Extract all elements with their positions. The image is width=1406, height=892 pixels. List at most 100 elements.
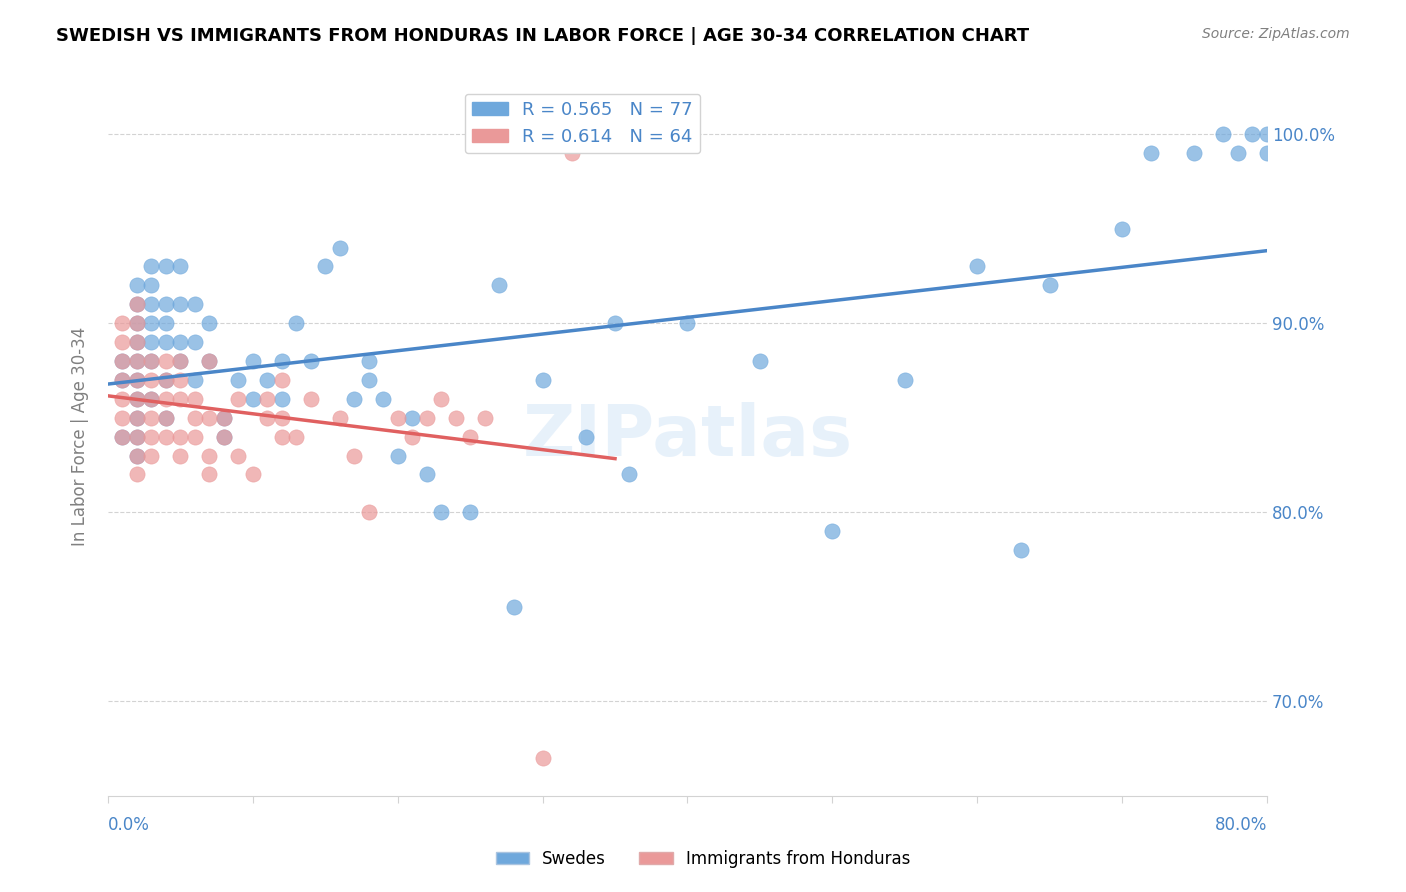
Point bbox=[474, 410, 496, 425]
Point bbox=[111, 354, 134, 368]
Point bbox=[184, 430, 207, 444]
Point bbox=[111, 354, 134, 368]
Point bbox=[357, 505, 380, 519]
Point bbox=[169, 297, 191, 311]
Point bbox=[125, 316, 148, 330]
Point bbox=[329, 410, 352, 425]
Point bbox=[1256, 146, 1278, 161]
Point bbox=[141, 260, 163, 274]
Point bbox=[169, 354, 191, 368]
Point bbox=[387, 449, 409, 463]
Point bbox=[141, 354, 163, 368]
Point bbox=[169, 373, 191, 387]
Point bbox=[228, 373, 250, 387]
Text: 0.0%: 0.0% bbox=[108, 816, 150, 834]
Text: 80.0%: 80.0% bbox=[1215, 816, 1267, 834]
Point bbox=[184, 297, 207, 311]
Point bbox=[212, 410, 235, 425]
Point bbox=[1039, 278, 1062, 293]
Point bbox=[198, 449, 221, 463]
Point bbox=[111, 410, 134, 425]
Point bbox=[111, 373, 134, 387]
Point bbox=[198, 354, 221, 368]
Point bbox=[270, 354, 292, 368]
Point bbox=[184, 392, 207, 406]
Point bbox=[603, 316, 626, 330]
Point bbox=[373, 392, 395, 406]
Legend: Swedes, Immigrants from Honduras: Swedes, Immigrants from Honduras bbox=[489, 844, 917, 875]
Point bbox=[430, 392, 453, 406]
Point bbox=[458, 430, 481, 444]
Point bbox=[111, 373, 134, 387]
Point bbox=[169, 449, 191, 463]
Point bbox=[155, 260, 177, 274]
Point bbox=[141, 373, 163, 387]
Point bbox=[676, 316, 699, 330]
Point bbox=[155, 373, 177, 387]
Legend: R = 0.565   N = 77, R = 0.614   N = 64: R = 0.565 N = 77, R = 0.614 N = 64 bbox=[465, 94, 700, 153]
Point bbox=[329, 241, 352, 255]
Point bbox=[141, 316, 163, 330]
Point bbox=[270, 430, 292, 444]
Point bbox=[212, 430, 235, 444]
Point bbox=[256, 410, 278, 425]
Point bbox=[141, 449, 163, 463]
Point bbox=[111, 335, 134, 350]
Point bbox=[893, 373, 915, 387]
Point bbox=[169, 392, 191, 406]
Point bbox=[1140, 146, 1163, 161]
Point bbox=[561, 146, 583, 161]
Point bbox=[270, 373, 292, 387]
Point bbox=[155, 335, 177, 350]
Point bbox=[155, 410, 177, 425]
Point bbox=[155, 410, 177, 425]
Point bbox=[111, 392, 134, 406]
Text: ZIPatlas: ZIPatlas bbox=[523, 402, 852, 471]
Point bbox=[285, 430, 308, 444]
Point bbox=[1226, 146, 1249, 161]
Point bbox=[125, 335, 148, 350]
Point bbox=[242, 392, 264, 406]
Point bbox=[125, 449, 148, 463]
Point bbox=[111, 430, 134, 444]
Point bbox=[155, 354, 177, 368]
Point bbox=[228, 392, 250, 406]
Point bbox=[169, 430, 191, 444]
Point bbox=[256, 373, 278, 387]
Point bbox=[125, 316, 148, 330]
Point bbox=[155, 316, 177, 330]
Point bbox=[242, 354, 264, 368]
Point bbox=[184, 335, 207, 350]
Point bbox=[141, 392, 163, 406]
Point bbox=[198, 467, 221, 482]
Point bbox=[966, 260, 988, 274]
Point bbox=[125, 467, 148, 482]
Point bbox=[141, 335, 163, 350]
Point bbox=[125, 335, 148, 350]
Point bbox=[125, 297, 148, 311]
Point bbox=[169, 335, 191, 350]
Point bbox=[141, 392, 163, 406]
Point bbox=[125, 430, 148, 444]
Point bbox=[125, 410, 148, 425]
Point bbox=[488, 278, 510, 293]
Point bbox=[212, 410, 235, 425]
Point bbox=[141, 410, 163, 425]
Point bbox=[343, 392, 366, 406]
Point bbox=[184, 373, 207, 387]
Point bbox=[125, 430, 148, 444]
Point bbox=[125, 373, 148, 387]
Point bbox=[357, 354, 380, 368]
Point bbox=[155, 392, 177, 406]
Point bbox=[430, 505, 453, 519]
Point bbox=[125, 392, 148, 406]
Point bbox=[125, 449, 148, 463]
Point bbox=[155, 430, 177, 444]
Point bbox=[285, 316, 308, 330]
Point bbox=[1256, 127, 1278, 141]
Point bbox=[1241, 127, 1264, 141]
Text: SWEDISH VS IMMIGRANTS FROM HONDURAS IN LABOR FORCE | AGE 30-34 CORRELATION CHART: SWEDISH VS IMMIGRANTS FROM HONDURAS IN L… bbox=[56, 27, 1029, 45]
Point bbox=[141, 354, 163, 368]
Point bbox=[125, 354, 148, 368]
Point bbox=[141, 278, 163, 293]
